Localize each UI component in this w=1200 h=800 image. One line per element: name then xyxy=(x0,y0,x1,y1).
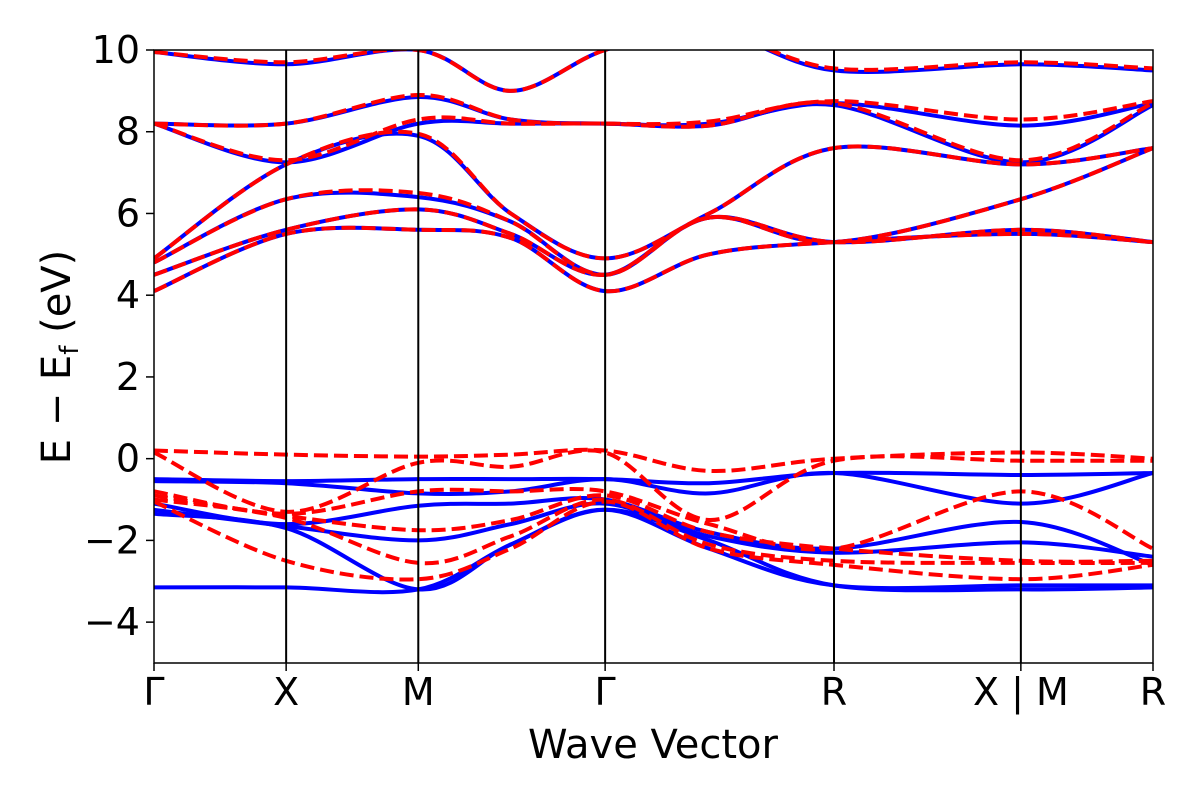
dashed-band-line-12 xyxy=(154,50,1153,93)
y-tick-label: −2 xyxy=(84,518,140,562)
y-ticks-layer: −4 −2 0 2 4 6 8 10 xyxy=(84,28,154,644)
x-tick-label: R xyxy=(1140,670,1166,714)
dashed-bands-series xyxy=(154,50,1153,582)
y-tick-label: −4 xyxy=(84,600,140,644)
y-tick-label: 10 xyxy=(92,28,140,72)
dashed-band-line-3 xyxy=(154,493,1153,564)
y-tick-label: 4 xyxy=(116,273,140,317)
y-axis-label-main: E − E xyxy=(34,355,80,465)
y-axis-label-spacer xyxy=(34,333,80,346)
dashed-band-line-6 xyxy=(154,225,1153,294)
dashed-band-line-5 xyxy=(154,499,1153,582)
x-tick-label: Γ xyxy=(595,670,616,714)
x-tick-label: R xyxy=(821,670,847,714)
y-tick-label: 2 xyxy=(116,355,140,399)
x-tick-label: M xyxy=(402,670,435,714)
dashed-band-line-0 xyxy=(154,447,1153,474)
x-ticks-layer: Γ X M Γ R X | M R xyxy=(143,663,1166,715)
x-tick-label: Γ xyxy=(143,670,164,714)
y-axis-label-subscript: f xyxy=(55,345,85,355)
y-tick-label: 6 xyxy=(116,191,140,235)
dashed-band-line-1 xyxy=(154,448,1153,523)
y-tick-label: 0 xyxy=(116,437,140,481)
x-axis-label: Wave Vector xyxy=(528,722,779,768)
solid-band-line-5 xyxy=(154,470,1153,486)
dashed-band-line-11 xyxy=(154,92,1153,128)
y-tick-label: 8 xyxy=(116,110,140,154)
dashed-band-line-7 xyxy=(154,207,1153,277)
y-axis-label: E − Ef (eV) xyxy=(34,250,85,465)
x-tick-label: X xyxy=(273,670,299,714)
x-tick-label: X | M xyxy=(973,670,1069,715)
y-axis-label-unit: (eV) xyxy=(34,250,80,333)
kpoint-lines-layer xyxy=(285,50,1022,663)
plot-frame xyxy=(153,49,1154,664)
dashed-band-line-2 xyxy=(154,486,1153,552)
